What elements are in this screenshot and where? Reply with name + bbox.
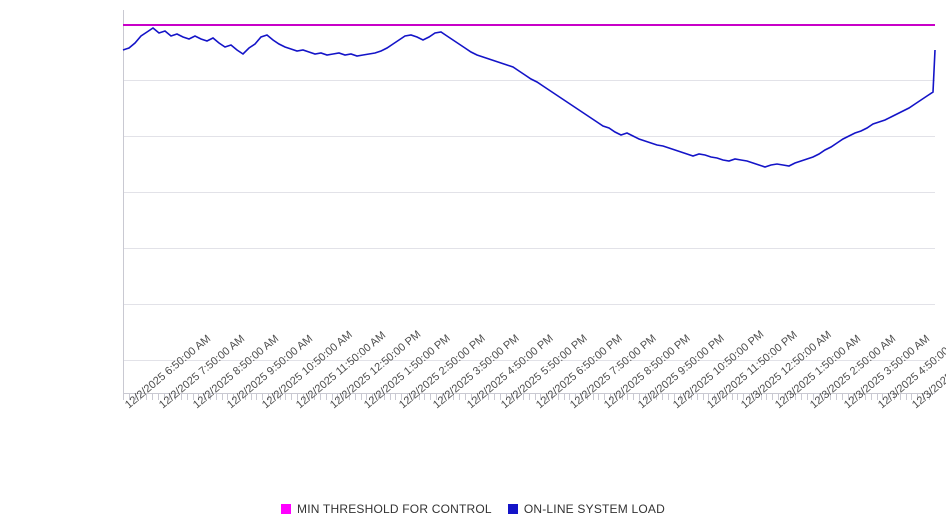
chart-container: 12/2/2025 6:50:00 AM 12/2/2025 7:50:00 A… xyxy=(0,0,946,526)
legend-label-load: ON-LINE SYSTEM LOAD xyxy=(524,502,665,516)
x-axis-labels: 12/2/2025 6:50:00 AM 12/2/2025 7:50:00 A… xyxy=(0,402,946,492)
chart-legend: MIN THRESHOLD FOR CONTROL ON-LINE SYSTEM… xyxy=(0,499,946,519)
legend-swatch-load-icon xyxy=(508,504,518,514)
legend-item-threshold[interactable]: MIN THRESHOLD FOR CONTROL xyxy=(281,502,492,516)
legend-swatch-threshold-icon xyxy=(281,504,291,514)
plot-area xyxy=(123,10,935,394)
legend-item-load[interactable]: ON-LINE SYSTEM LOAD xyxy=(508,502,665,516)
online-system-load-line xyxy=(123,10,935,394)
legend-label-threshold: MIN THRESHOLD FOR CONTROL xyxy=(297,502,492,516)
